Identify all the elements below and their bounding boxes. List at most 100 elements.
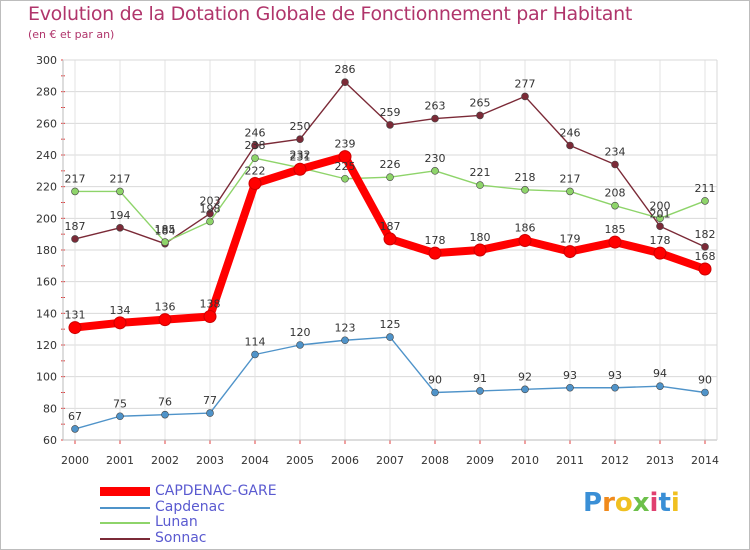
logo-letter: t — [658, 488, 671, 518]
data-label: 120 — [290, 326, 311, 339]
data-label: 286 — [335, 63, 356, 76]
data-point — [206, 409, 214, 417]
data-point — [518, 234, 532, 247]
data-label: 90 — [428, 374, 442, 387]
x-tick-label: 2008 — [421, 454, 449, 467]
x-tick-label: 2014 — [691, 454, 719, 467]
data-label: 198 — [200, 203, 221, 216]
y-tick-label: 240 — [36, 149, 57, 162]
data-label: 277 — [515, 77, 536, 90]
data-point — [296, 341, 304, 349]
data-label: 123 — [335, 321, 356, 334]
data-point — [158, 313, 172, 327]
data-point — [608, 235, 622, 249]
data-label: 185 — [155, 223, 176, 236]
data-point — [566, 187, 574, 196]
data-point — [431, 167, 439, 175]
data-label: 134 — [110, 304, 131, 317]
data-label: 94 — [653, 367, 667, 380]
data-point — [476, 387, 484, 395]
data-point — [566, 383, 574, 392]
data-label: 231 — [290, 150, 311, 163]
data-label: 180 — [470, 231, 491, 244]
data-label: 225 — [335, 160, 356, 173]
data-label: 259 — [380, 106, 401, 119]
data-point — [563, 245, 577, 259]
x-tick-label: 2011 — [556, 454, 584, 467]
data-point — [431, 114, 439, 123]
data-point — [71, 425, 79, 433]
data-point — [611, 160, 619, 169]
legend-swatch — [100, 487, 150, 496]
y-tick-label: 80 — [43, 402, 57, 415]
data-label: 187 — [380, 220, 401, 233]
data-point — [698, 262, 712, 276]
data-point — [71, 187, 79, 196]
data-label: 239 — [335, 138, 356, 151]
logo-letter: i — [649, 488, 659, 518]
data-label: 77 — [203, 394, 217, 407]
x-tick-label: 2001 — [106, 454, 134, 467]
data-point — [251, 141, 259, 150]
data-point — [653, 246, 667, 260]
logo-letter: i — [670, 488, 680, 518]
data-label: 217 — [65, 172, 86, 185]
data-label: 187 — [65, 220, 86, 233]
data-point — [521, 92, 529, 101]
data-point — [116, 187, 124, 196]
data-label: 211 — [695, 182, 716, 195]
data-point — [611, 201, 619, 210]
data-point — [206, 217, 214, 226]
data-label: 75 — [113, 397, 127, 410]
data-label: 138 — [200, 298, 221, 311]
data-label: 232 — [290, 149, 311, 162]
y-tick-label: 160 — [36, 276, 57, 289]
data-label: 218 — [515, 171, 536, 184]
data-point — [386, 333, 394, 341]
data-label: 92 — [518, 370, 532, 383]
data-point — [473, 243, 487, 257]
data-label: 136 — [155, 301, 176, 314]
data-label: 222 — [245, 165, 266, 178]
x-tick-label: 2005 — [286, 454, 314, 467]
data-point — [386, 173, 394, 181]
data-point — [701, 243, 709, 251]
y-tick-label: 180 — [36, 244, 57, 257]
data-label: 238 — [245, 139, 266, 152]
legend-label: Lunan — [155, 514, 198, 530]
data-point — [113, 316, 127, 330]
data-label: 246 — [560, 127, 581, 140]
data-label: 178 — [425, 234, 446, 247]
data-point — [431, 388, 439, 397]
data-label: 194 — [110, 209, 131, 222]
data-label: 168 — [695, 250, 716, 263]
x-tick-label: 2007 — [376, 454, 404, 467]
data-label: 184 — [155, 225, 176, 238]
x-tick-label: 2012 — [601, 454, 629, 467]
proxiti-logo: Proxiti — [583, 488, 680, 518]
data-label: 182 — [695, 228, 716, 241]
data-point — [203, 310, 217, 323]
data-point — [566, 141, 574, 150]
data-label: 230 — [425, 152, 446, 165]
y-tick-label: 120 — [36, 339, 57, 352]
x-tick-label: 2000 — [61, 454, 89, 467]
y-tick-label: 200 — [36, 212, 57, 225]
data-label: 217 — [560, 172, 581, 185]
x-tick-label: 2002 — [151, 454, 179, 467]
data-point — [476, 181, 484, 189]
data-label: 179 — [560, 233, 581, 246]
data-label: 178 — [650, 234, 671, 247]
data-label: 93 — [608, 369, 622, 382]
data-point — [383, 232, 397, 246]
data-point — [251, 350, 259, 359]
chart-subtitle: (en € et par an) — [28, 28, 115, 41]
data-label: 263 — [425, 100, 446, 113]
legend-swatch — [100, 506, 150, 509]
data-label: 76 — [158, 396, 172, 409]
data-point — [206, 209, 214, 218]
x-tick-label: 2004 — [241, 454, 269, 467]
data-point — [701, 388, 709, 397]
data-point — [338, 150, 352, 164]
